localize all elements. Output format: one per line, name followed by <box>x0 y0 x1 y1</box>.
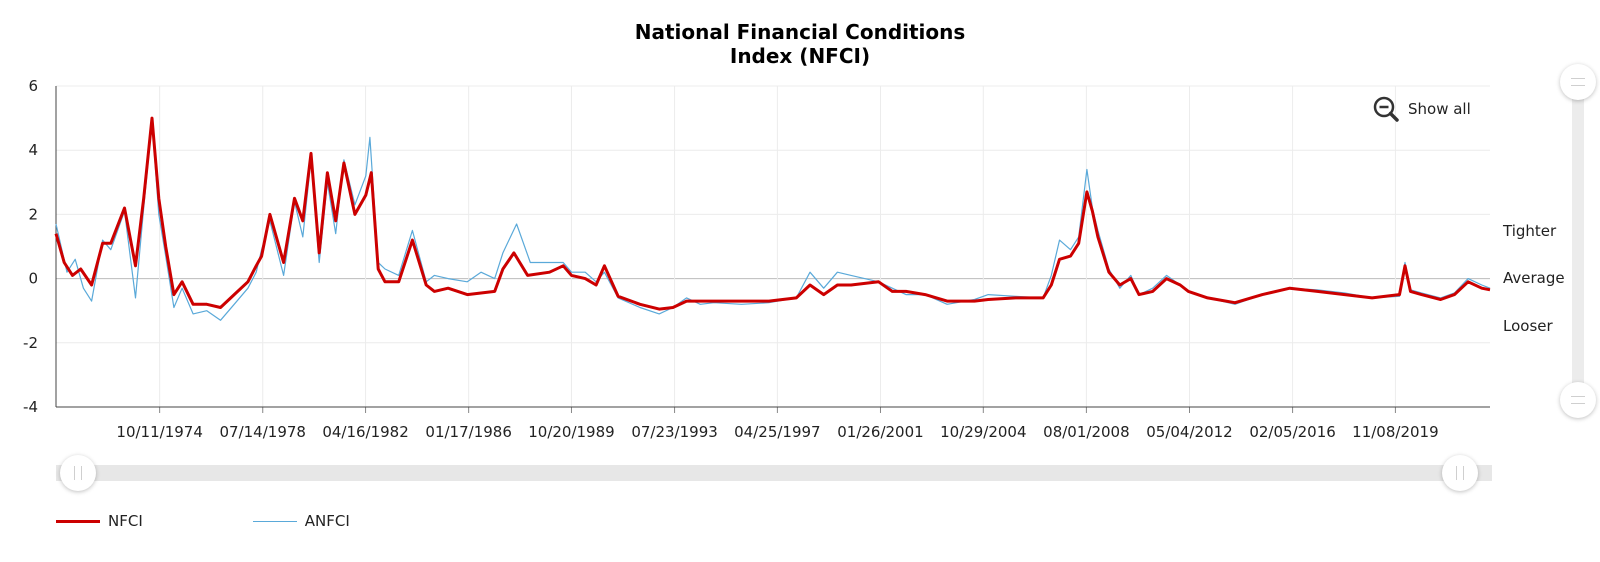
horizontal-scroll-grip-right[interactable] <box>1442 455 1478 491</box>
legend-label-anfci: ANFCI <box>304 512 350 530</box>
legend-item-anfci[interactable]: ANFCI <box>252 512 350 530</box>
axes: 6 4 2 0 -2 -4 10/11/1974 07/14/1978 04/16/1982 01… <box>23 77 1490 441</box>
series-lines <box>54 116 1491 321</box>
horizontal-scroll-grip-left[interactable] <box>60 455 96 491</box>
x-tick-label: 02/05/2016 <box>1249 423 1335 441</box>
vertical-scrollbar-track[interactable] <box>1572 82 1584 408</box>
x-tick-label: 05/04/2012 <box>1146 423 1232 441</box>
y-tick-label: 4 <box>28 141 38 159</box>
show-all-label: Show all <box>1408 100 1471 118</box>
x-tick-label: 01/26/2001 <box>837 423 923 441</box>
y-tick-label: -4 <box>23 398 38 416</box>
show-all-button[interactable]: Show all <box>1372 95 1471 123</box>
y-tick-label: -2 <box>23 334 38 352</box>
x-tick-label: 01/17/1986 <box>425 423 511 441</box>
series-line-nfci <box>54 116 1491 311</box>
chart-title-line-2: Index (NFCI) <box>729 44 871 68</box>
chart-title: National Financial Conditions Index (NFC… <box>0 20 1600 68</box>
band-label-looser: Looser <box>1503 317 1553 335</box>
chart-title-line-1: National Financial Conditions <box>634 20 966 44</box>
x-tick-label: 10/11/1974 <box>116 423 202 441</box>
legend-swatch-anfci <box>252 520 297 522</box>
legend-swatch-nfci <box>56 519 100 523</box>
grid-lines <box>56 85 1490 408</box>
y-tick-label: 0 <box>28 270 38 288</box>
x-tick-label: 07/23/1993 <box>631 423 717 441</box>
legend: NFCI ANFCI <box>56 512 460 530</box>
x-tick-label: 08/01/2008 <box>1043 423 1129 441</box>
legend-item-nfci[interactable]: NFCI <box>56 512 143 530</box>
series-line-anfci <box>55 120 1491 321</box>
y-tick-label: 2 <box>28 205 38 223</box>
x-tick-label: 10/20/1989 <box>528 423 614 441</box>
y-tick-label: 6 <box>28 77 38 95</box>
legend-label-nfci: NFCI <box>108 512 143 530</box>
band-label-tighter: Tighter <box>1503 222 1557 240</box>
x-tick-label: 04/16/1982 <box>322 423 408 441</box>
x-tick-label: 07/14/1978 <box>220 423 306 441</box>
zoom-out-icon <box>1373 96 1399 122</box>
vertical-scroll-grip-bottom[interactable] <box>1560 382 1596 418</box>
x-tick-label: 10/29/2004 <box>940 423 1026 441</box>
horizontal-scrollbar-track[interactable] <box>56 465 1492 481</box>
x-tick-label: 04/25/1997 <box>734 423 820 441</box>
band-label-average: Average <box>1503 269 1565 287</box>
vertical-scroll-grip-top[interactable] <box>1560 64 1596 100</box>
x-tick-label: 11/08/2019 <box>1352 423 1438 441</box>
